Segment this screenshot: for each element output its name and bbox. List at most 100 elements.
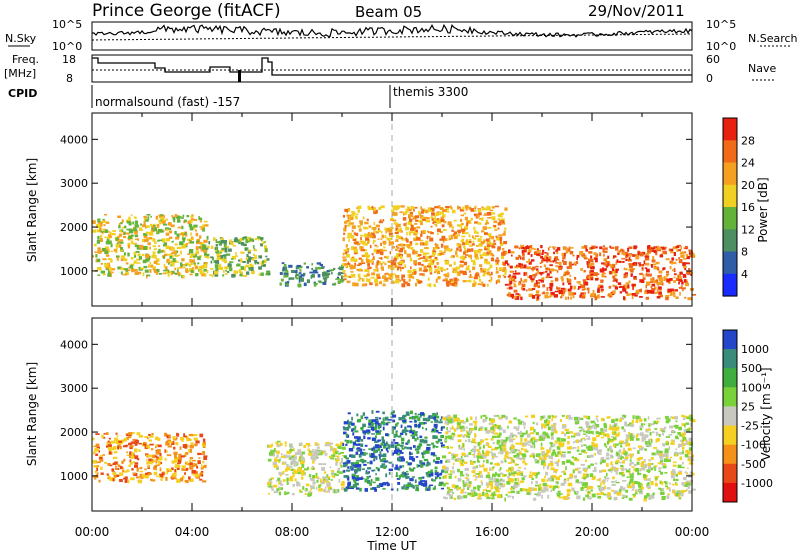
- velocity-cell: [331, 474, 334, 478]
- power-cell: [238, 259, 240, 262]
- power-cell: [573, 285, 576, 289]
- velocity-cell: [600, 417, 604, 422]
- power-cell: [459, 260, 464, 264]
- power-cell: [189, 218, 193, 223]
- velocity-cell: [324, 486, 327, 489]
- power-cell: [413, 260, 418, 264]
- velocity-cell: [462, 443, 465, 447]
- power-cell: [390, 262, 394, 266]
- power-cell: [683, 258, 687, 260]
- velocity-cell: [541, 459, 546, 463]
- velocity-cell: [289, 477, 294, 482]
- power-cell: [451, 280, 454, 284]
- power-cell: [595, 278, 599, 281]
- power-cell: [442, 229, 447, 231]
- velocity-cell: [671, 483, 675, 486]
- power-cell: [597, 289, 600, 293]
- velocity-cell: [477, 460, 480, 463]
- velocity-cell: [660, 481, 664, 485]
- velocity-cell: [202, 451, 205, 456]
- velocity-cell: [621, 494, 625, 497]
- power-cell: [229, 261, 234, 263]
- power-cell: [175, 236, 180, 240]
- velocity-cell: [124, 479, 128, 483]
- velocity-cell: [543, 456, 547, 460]
- velocity-cell: [648, 440, 650, 445]
- velocity-cell: [489, 467, 491, 471]
- power-cell: [430, 232, 434, 235]
- velocity-cell: [658, 433, 661, 437]
- power-cell: [387, 237, 392, 241]
- velocity-cell: [423, 422, 427, 424]
- power-cell: [514, 270, 517, 273]
- velocity-cell: [582, 437, 586, 440]
- power-cell: [160, 218, 165, 222]
- velocity-cell: [297, 467, 302, 471]
- velocity-cell: [641, 466, 646, 471]
- velocity-cell: [274, 457, 277, 460]
- power-cell: [174, 250, 177, 255]
- power-cell: [572, 254, 575, 257]
- power-cell: [462, 242, 467, 246]
- power-cell: [542, 284, 546, 288]
- power-cell: [99, 238, 103, 242]
- power-cell: [94, 251, 98, 253]
- velocity-cell: [600, 482, 602, 486]
- power-cell: [544, 255, 548, 260]
- velocity-cell: [556, 437, 561, 440]
- velocity-cell: [664, 472, 668, 474]
- power-cell: [630, 274, 633, 277]
- velocity-cell: [413, 445, 416, 448]
- power-cell: [615, 269, 618, 273]
- velocity-cell: [303, 468, 308, 471]
- power-cell: [323, 278, 327, 283]
- velocity-cell: [571, 487, 575, 492]
- power-cell: [414, 271, 417, 275]
- velocity-cell: [203, 465, 207, 469]
- velocity-cell: [528, 487, 532, 489]
- power-cell: [362, 216, 365, 219]
- power-cell: [225, 253, 231, 256]
- velocity-cell: [686, 480, 690, 483]
- velocity-cell: [517, 425, 520, 430]
- velocity-cell: [594, 452, 596, 456]
- velocity-cell: [107, 440, 110, 443]
- power-cell: [353, 258, 357, 262]
- velocity-cell: [127, 479, 130, 484]
- velocity-cell: [598, 431, 603, 436]
- power-cell: [125, 219, 129, 223]
- velocity-cell: [645, 443, 650, 446]
- power-cell: [393, 262, 397, 266]
- power-cell: [148, 237, 153, 240]
- velocity-cell: [616, 443, 619, 446]
- velocity-cell: [491, 467, 494, 471]
- power-cell: [107, 270, 110, 274]
- velocity-cell: [679, 456, 683, 461]
- velocity-cell: [639, 425, 644, 428]
- velocity-cell: [365, 471, 369, 475]
- velocity-cell: [352, 479, 356, 482]
- velocity-cell: [355, 487, 360, 490]
- power-cell: [177, 254, 180, 257]
- power-cell: [669, 292, 673, 296]
- power-region-3: [342, 205, 508, 288]
- power-cell: [228, 266, 232, 269]
- power-cell: [501, 252, 506, 256]
- velocity-cell: [139, 473, 143, 478]
- velocity-cell: [554, 461, 559, 464]
- velocity-cell: [150, 448, 154, 451]
- power-cell: [488, 267, 491, 270]
- velocity-cell: [289, 443, 293, 446]
- velocity-cell: [414, 484, 420, 487]
- velocity-cell: [126, 469, 130, 473]
- velocity-cell: [478, 474, 482, 478]
- velocity-cell: [460, 419, 465, 424]
- power-cell: [531, 267, 535, 270]
- power-cell: [668, 248, 671, 251]
- velocity-cell: [379, 451, 382, 455]
- velocity-cell: [466, 478, 470, 482]
- velocity-cell: [128, 432, 133, 436]
- power-cell: [367, 207, 372, 211]
- power-cell: [407, 269, 412, 274]
- velocity-cell: [463, 448, 465, 451]
